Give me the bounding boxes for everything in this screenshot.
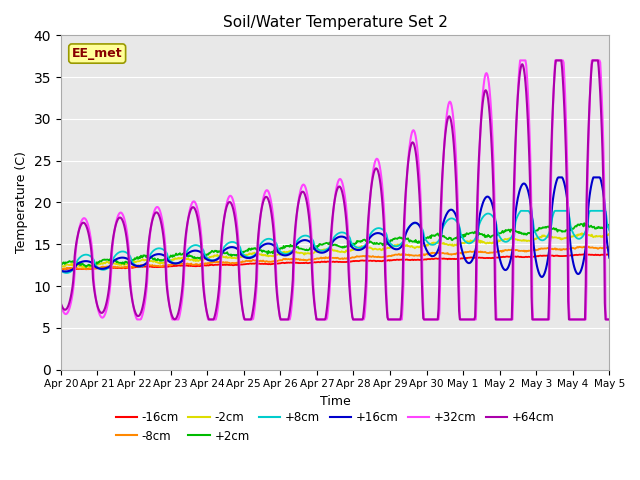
+32cm xyxy=(403,181,410,187)
+8cm xyxy=(57,268,65,274)
X-axis label: Time: Time xyxy=(320,395,351,408)
+32cm xyxy=(209,317,216,323)
-16cm xyxy=(208,262,216,268)
-8cm xyxy=(180,261,188,266)
Y-axis label: Temperature (C): Temperature (C) xyxy=(15,152,28,253)
+32cm xyxy=(516,58,524,63)
-2cm xyxy=(67,262,75,268)
+64cm xyxy=(552,58,560,63)
-16cm xyxy=(124,265,131,271)
+2cm xyxy=(57,261,65,267)
-8cm xyxy=(68,265,76,271)
-8cm xyxy=(209,260,216,265)
+32cm xyxy=(180,280,188,286)
+16cm xyxy=(538,274,546,280)
-8cm xyxy=(403,252,410,258)
+16cm xyxy=(67,267,75,273)
+8cm xyxy=(180,256,188,262)
-2cm xyxy=(81,264,88,270)
+64cm xyxy=(57,300,65,306)
-2cm xyxy=(124,262,132,268)
+8cm xyxy=(124,251,132,257)
Text: EE_met: EE_met xyxy=(72,47,122,60)
-8cm xyxy=(57,266,65,272)
+2cm xyxy=(605,223,613,228)
+16cm xyxy=(57,268,65,274)
-8cm xyxy=(605,244,613,250)
+2cm xyxy=(580,220,588,226)
+16cm xyxy=(418,228,426,233)
+2cm xyxy=(82,264,90,270)
+16cm xyxy=(402,231,410,237)
-2cm xyxy=(403,243,410,249)
-16cm xyxy=(605,252,613,257)
+64cm xyxy=(179,278,187,284)
+16cm xyxy=(208,258,216,264)
Line: +8cm: +8cm xyxy=(61,211,609,273)
-8cm xyxy=(419,252,426,257)
-16cm xyxy=(57,266,65,272)
+2cm xyxy=(419,236,426,242)
-2cm xyxy=(605,231,613,237)
+16cm xyxy=(605,255,613,261)
+8cm xyxy=(419,227,426,232)
+64cm xyxy=(605,317,613,323)
+16cm xyxy=(124,256,131,262)
+64cm xyxy=(124,240,131,246)
+2cm xyxy=(124,260,132,266)
+64cm xyxy=(209,317,216,323)
-8cm xyxy=(585,244,593,250)
-2cm xyxy=(57,264,65,270)
+32cm xyxy=(57,301,65,307)
-16cm xyxy=(67,266,75,272)
+2cm xyxy=(180,250,188,256)
Line: +16cm: +16cm xyxy=(61,178,609,277)
Line: +2cm: +2cm xyxy=(61,223,609,267)
Line: +32cm: +32cm xyxy=(61,60,609,320)
+64cm xyxy=(419,299,426,304)
Line: -8cm: -8cm xyxy=(61,247,609,270)
+16cm xyxy=(179,258,187,264)
+8cm xyxy=(63,270,70,276)
+8cm xyxy=(209,257,216,263)
+32cm xyxy=(133,317,141,323)
+8cm xyxy=(403,228,410,234)
-8cm xyxy=(124,265,132,271)
-16cm xyxy=(402,257,410,263)
+16cm xyxy=(554,175,562,180)
+8cm xyxy=(605,228,613,233)
Line: -2cm: -2cm xyxy=(61,233,609,267)
-16cm xyxy=(418,257,426,263)
+32cm xyxy=(419,278,426,284)
-2cm xyxy=(209,253,216,259)
+2cm xyxy=(209,248,216,254)
-8cm xyxy=(61,267,69,273)
+64cm xyxy=(205,317,212,323)
-2cm xyxy=(180,256,188,262)
-16cm xyxy=(179,263,187,268)
-2cm xyxy=(419,243,426,249)
Line: +64cm: +64cm xyxy=(61,60,609,320)
+32cm xyxy=(124,232,131,238)
+64cm xyxy=(67,294,75,300)
+2cm xyxy=(403,236,410,242)
+32cm xyxy=(605,317,613,323)
-2cm xyxy=(582,230,589,236)
Title: Soil/Water Temperature Set 2: Soil/Water Temperature Set 2 xyxy=(223,15,447,30)
Legend: -16cm, -8cm, -2cm, +2cm, +8cm, +16cm, +32cm, +64cm: -16cm, -8cm, -2cm, +2cm, +8cm, +16cm, +3… xyxy=(111,406,559,447)
+8cm xyxy=(68,268,76,274)
+8cm xyxy=(517,208,525,214)
Line: -16cm: -16cm xyxy=(61,254,609,269)
+64cm xyxy=(403,178,410,184)
+2cm xyxy=(67,259,75,265)
+32cm xyxy=(67,300,75,306)
